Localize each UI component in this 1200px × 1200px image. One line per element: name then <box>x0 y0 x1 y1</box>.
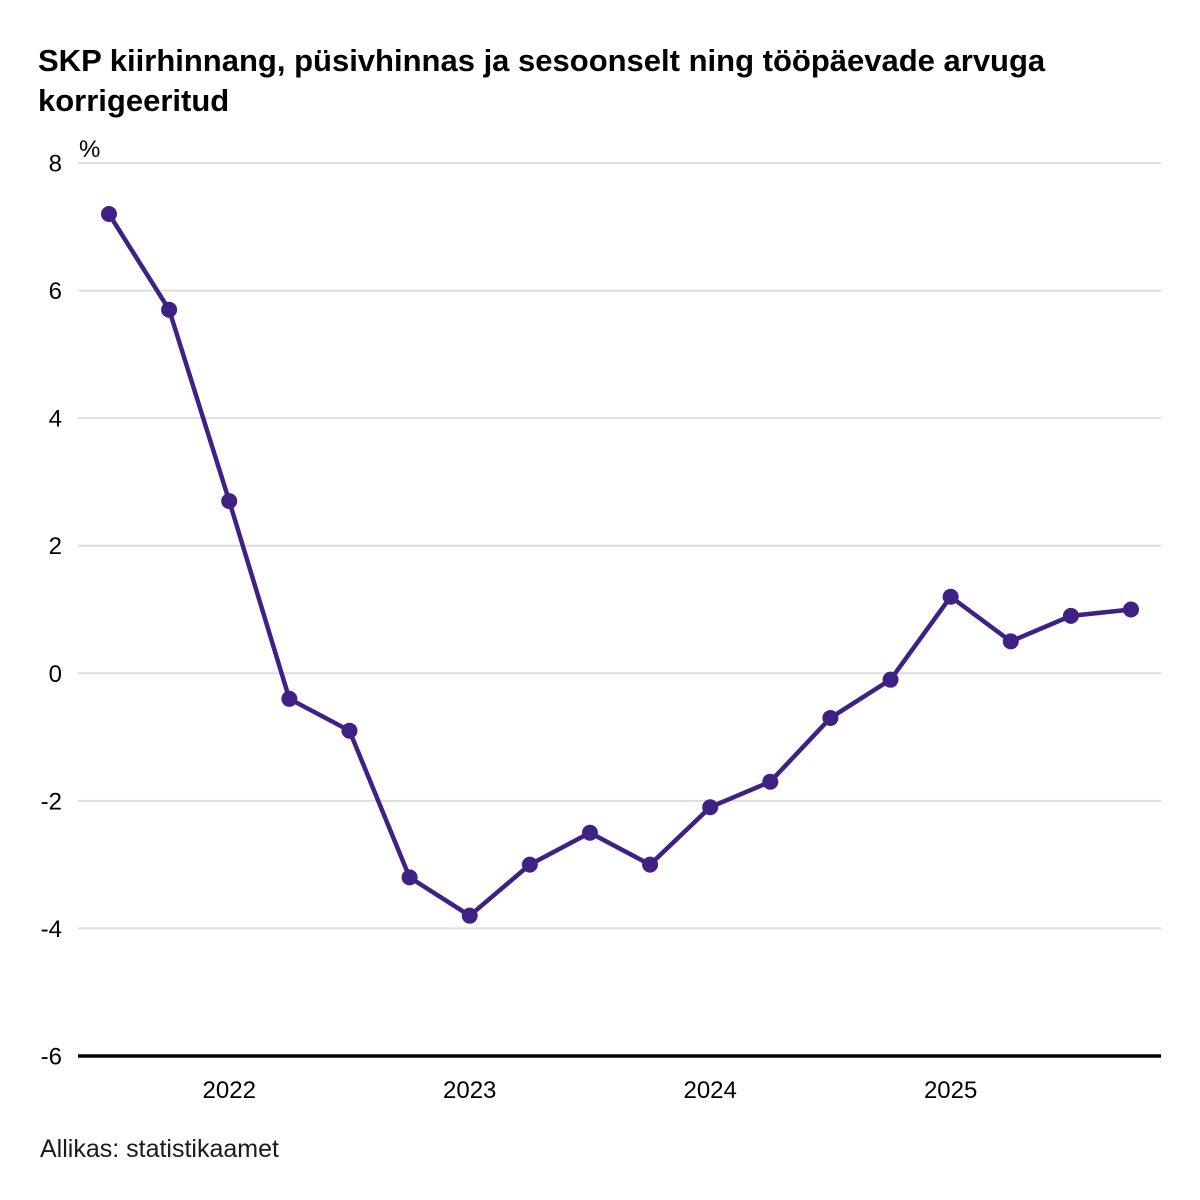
data-point <box>461 907 478 924</box>
source-note: Allikas: statistikaamet <box>40 1135 279 1163</box>
x-axis-tick-label: 2023 <box>443 1077 496 1104</box>
data-point <box>101 206 117 223</box>
y-axis-tick-label: 8 <box>49 151 62 178</box>
x-axis-tick-label: 2024 <box>683 1077 736 1104</box>
data-point <box>221 493 238 510</box>
y-axis-tick-label: -4 <box>41 916 62 943</box>
data-point <box>281 690 298 707</box>
data-point <box>822 709 839 726</box>
chart-title: SKP kiirhinnang, püsivhinnas ja sesoonse… <box>38 43 1046 118</box>
data-point <box>581 824 598 841</box>
x-axis-tick-label: 2025 <box>924 1077 977 1104</box>
y-axis-tick-label: 6 <box>49 278 62 305</box>
data-point <box>401 869 418 886</box>
data-point <box>882 671 899 688</box>
x-axis-tick-label: 2022 <box>203 1077 256 1104</box>
data-point <box>521 856 538 873</box>
data-point <box>942 588 959 605</box>
data-point <box>161 301 178 318</box>
y-axis-tick-label: -2 <box>41 788 62 815</box>
y-axis-tick-label: 2 <box>49 533 62 560</box>
data-line <box>106 211 1134 918</box>
y-axis-tick-label: -6 <box>41 1044 62 1071</box>
data-point <box>642 856 659 873</box>
data-point <box>341 722 358 739</box>
y-axis-unit-label: % <box>79 136 100 163</box>
data-point <box>762 773 779 790</box>
data-point <box>1062 607 1079 624</box>
data-point <box>1002 633 1019 650</box>
y-axis-tick-label: 0 <box>49 661 62 688</box>
data-point <box>702 799 719 816</box>
y-axis-tick-label: 4 <box>49 406 62 433</box>
data-point <box>1123 601 1140 618</box>
